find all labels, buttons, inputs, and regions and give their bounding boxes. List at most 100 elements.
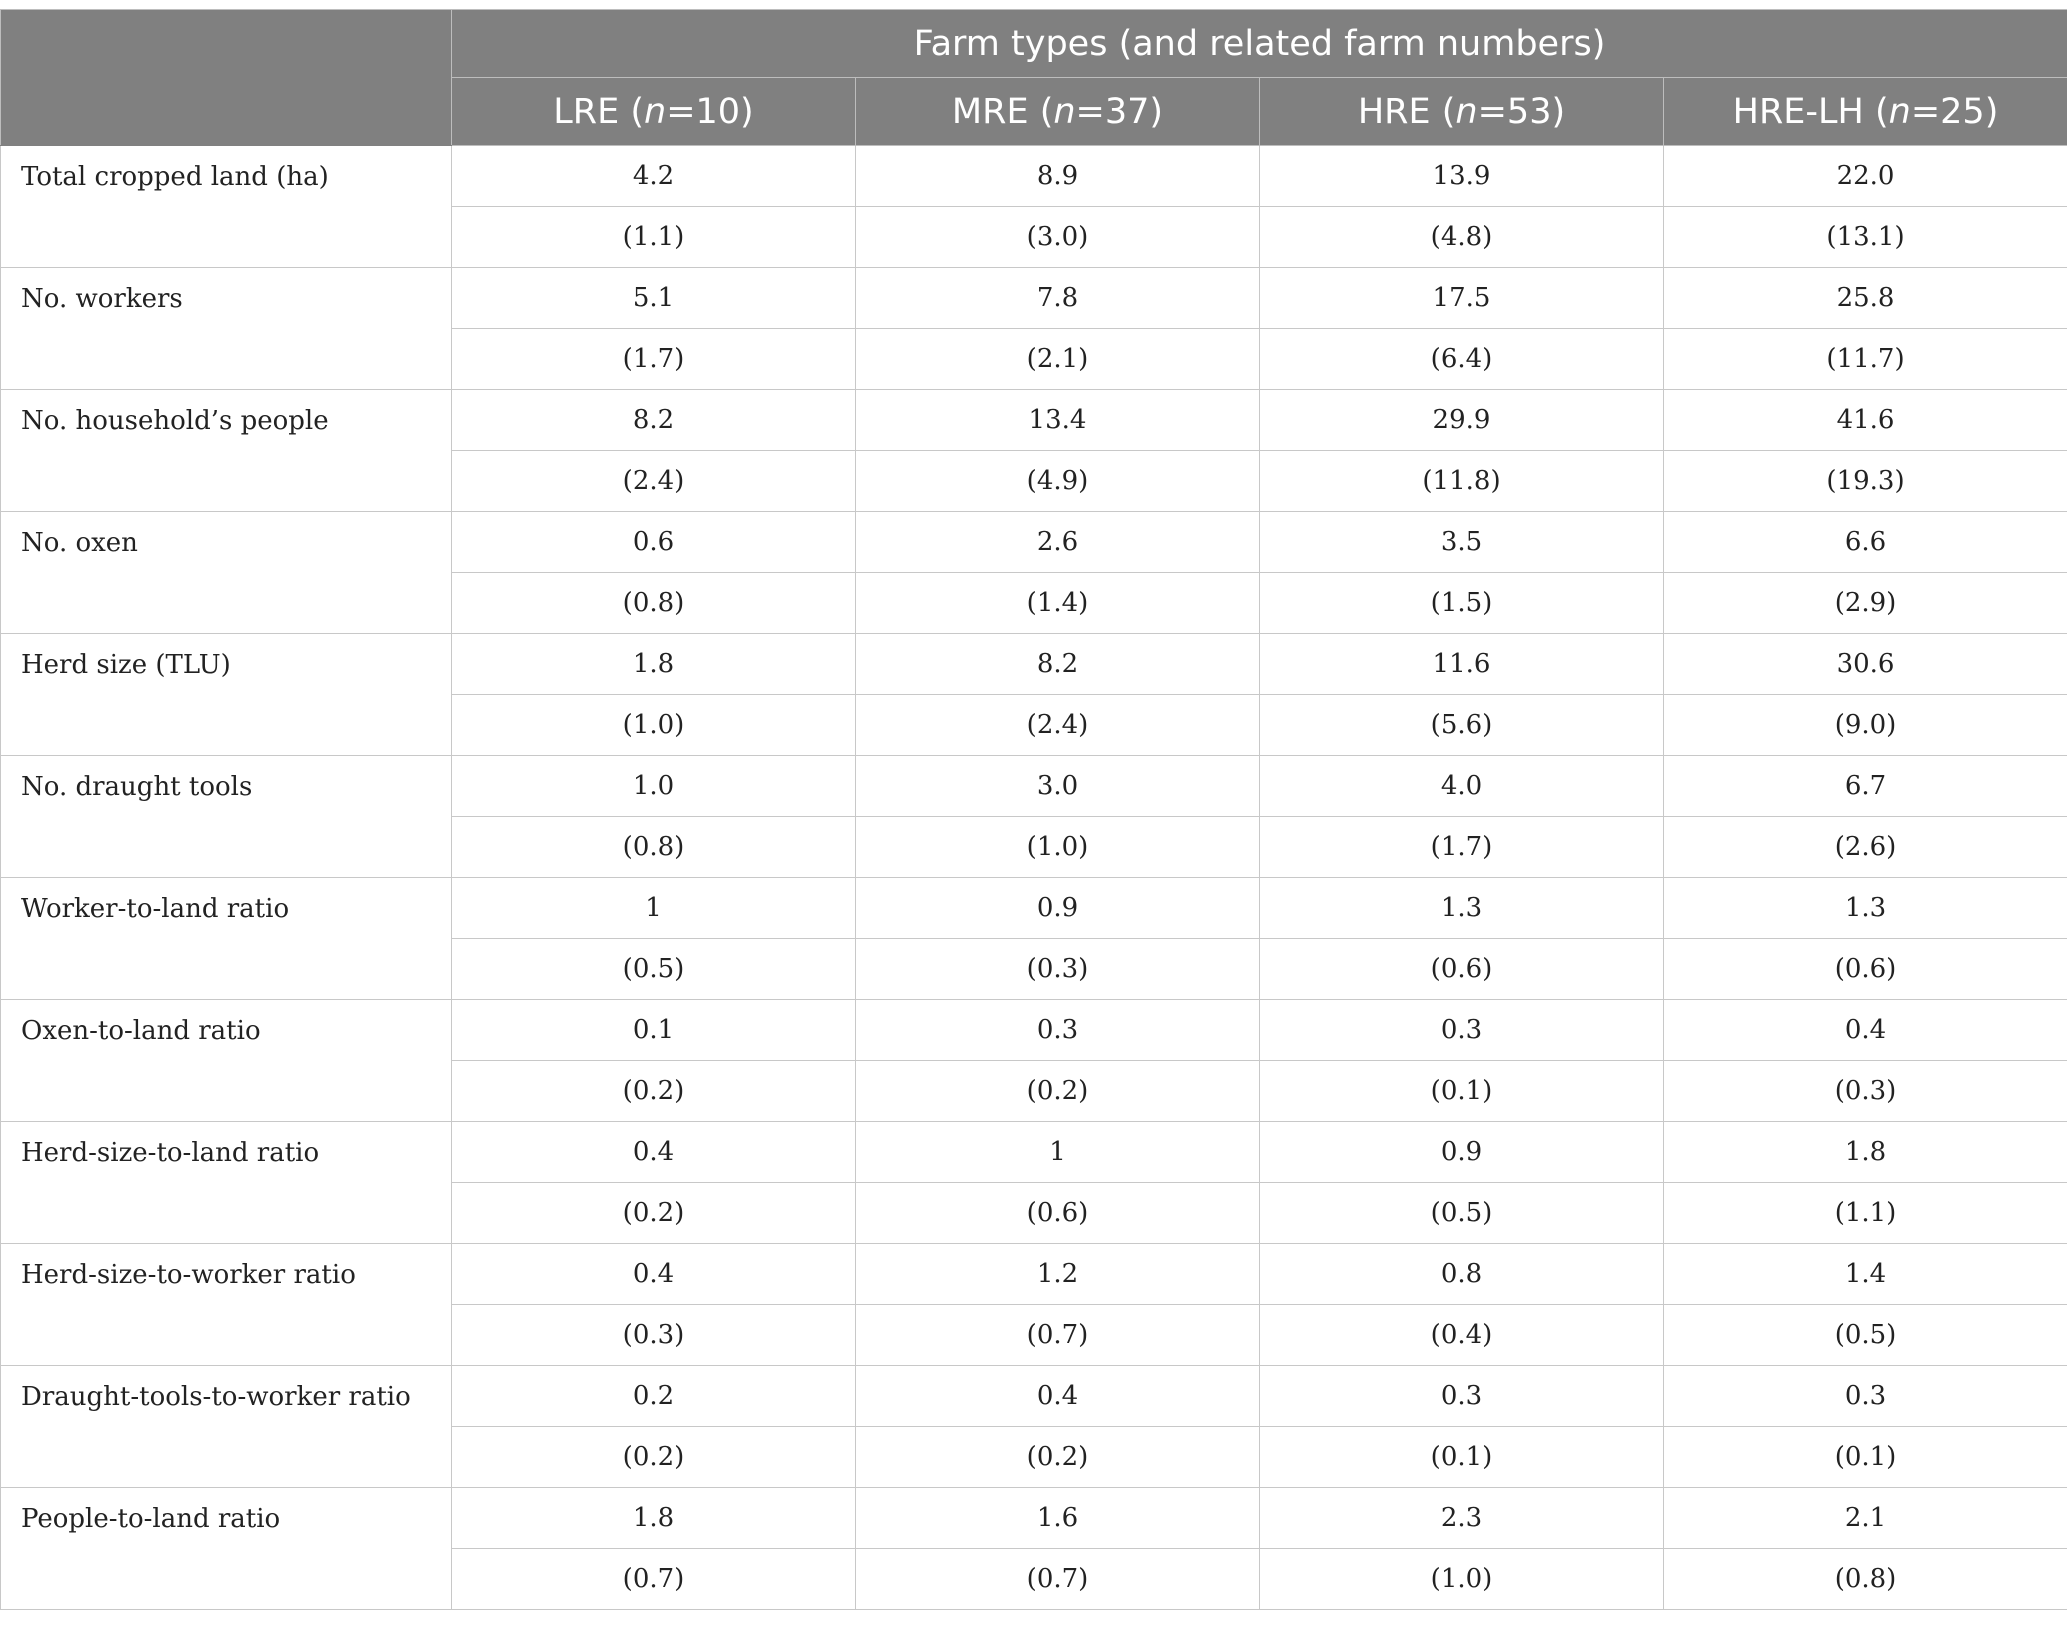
column-n-var: n — [1455, 91, 1478, 132]
mean-cell: 8.2 — [855, 633, 1260, 695]
row-label-draught-tools-to-worker-ratio: Draught-tools-to-worker ratio — [0, 1365, 452, 1488]
farm-types-table-container: Farm types (and related farm numbers) LR… — [0, 9, 2067, 1610]
sd-cell: (0.7) — [855, 1304, 1260, 1366]
sd-cell: (4.8) — [1259, 206, 1664, 268]
mean-cell: 3.5 — [1259, 511, 1664, 573]
mean-cell: 4.2 — [451, 145, 856, 207]
mean-cell: 29.9 — [1259, 389, 1664, 451]
mean-cell: 1.3 — [1662, 877, 2067, 939]
sd-cell: (0.7) — [855, 1548, 1260, 1610]
sd-cell: (0.2) — [451, 1182, 856, 1244]
table-row-mean: No. household’s people 8.2 13.4 29.9 41.6 — [0, 389, 2067, 512]
mean-cell: 0.9 — [1259, 1121, 1664, 1183]
header-corner-cell — [0, 9, 452, 146]
mean-cell: 7.8 — [855, 267, 1260, 329]
table-row-sd: (1.0) (2.4) (5.6) (9.0) — [1, 694, 2067, 756]
sd-cell: (11.7) — [1662, 328, 2067, 390]
table-row-sd: (1.1) (3.0) (4.8) (13.1) — [1, 206, 2067, 268]
sd-cell: (0.4) — [1259, 1304, 1664, 1366]
sd-cell: (3.0) — [855, 206, 1260, 268]
column-header-mre: MRE (n=37) — [855, 77, 1260, 146]
sd-cell: (2.9) — [1662, 572, 2067, 634]
sd-cell: (1.5) — [1259, 572, 1664, 634]
row-label-no-workers: No. workers — [0, 267, 452, 390]
mean-cell: 1.4 — [1662, 1243, 2067, 1305]
column-n-value: =37) — [1075, 91, 1164, 132]
mean-cell: 0.3 — [1662, 1365, 2067, 1427]
sd-cell: (1.1) — [451, 206, 856, 268]
column-n-prefix: ( — [1863, 91, 1889, 132]
sd-cell: (0.2) — [855, 1426, 1260, 1488]
sd-cell: (0.1) — [1662, 1426, 2067, 1488]
sd-cell: (0.3) — [855, 938, 1260, 1000]
table-row-sd: (0.7) (0.7) (1.0) (0.8) — [1, 1548, 2067, 1610]
table-row-sd: (0.8) (1.0) (1.7) (2.6) — [1, 816, 2067, 878]
table-row-mean: Oxen-to-land ratio 0.1 0.3 0.3 0.4 — [0, 999, 2067, 1122]
row-label-no-draught-tools: No. draught tools — [0, 755, 452, 878]
column-header-hre: HRE (n=53) — [1259, 77, 1664, 146]
sd-cell: (0.1) — [1259, 1426, 1664, 1488]
sd-cell: (2.1) — [855, 328, 1260, 390]
mean-cell: 1.8 — [451, 633, 856, 695]
mean-cell: 13.9 — [1259, 145, 1664, 207]
sd-cell: (0.2) — [451, 1426, 856, 1488]
column-name: MRE — [951, 91, 1029, 132]
row-label-total-cropped-land-ha: Total cropped land (ha) — [0, 145, 452, 268]
row-label-herd-size-to-worker-ratio: Herd-size-to-worker ratio — [0, 1243, 452, 1366]
farm-types-table: Farm types (and related farm numbers) LR… — [0, 9, 2067, 1610]
mean-cell: 6.7 — [1662, 755, 2067, 817]
row-label-oxen-to-land-ratio: Oxen-to-land ratio — [0, 999, 452, 1122]
row-label-herd-size-tlu: Herd size (TLU) — [0, 633, 452, 756]
mean-cell: 0.3 — [1259, 1365, 1664, 1427]
mean-cell: 0.3 — [855, 999, 1260, 1061]
sd-cell: (1.7) — [1259, 816, 1664, 878]
table-header: Farm types (and related farm numbers) LR… — [0, 9, 2067, 146]
sd-cell: (0.8) — [451, 816, 856, 878]
mean-cell: 8.2 — [451, 389, 856, 451]
column-n-value: =53) — [1477, 91, 1566, 132]
column-n-var: n — [1888, 91, 1911, 132]
column-n-prefix: ( — [619, 91, 644, 132]
column-n-var: n — [644, 91, 667, 132]
mean-cell: 17.5 — [1259, 267, 1664, 329]
mean-cell: 1.8 — [451, 1487, 856, 1549]
mean-cell: 4.0 — [1259, 755, 1664, 817]
mean-cell: 0.9 — [855, 877, 1260, 939]
mean-cell: 5.1 — [451, 267, 856, 329]
mean-cell: 13.4 — [855, 389, 1260, 451]
sd-cell: (2.4) — [855, 694, 1260, 756]
mean-cell: 1.8 — [1662, 1121, 2067, 1183]
mean-cell: 0.2 — [451, 1365, 856, 1427]
table-row-sd: (1.7) (2.1) (6.4) (11.7) — [1, 328, 2067, 390]
sd-cell: (4.9) — [855, 450, 1260, 512]
sd-cell: (2.6) — [1662, 816, 2067, 878]
sd-cell: (0.6) — [855, 1182, 1260, 1244]
sd-cell: (0.5) — [451, 938, 856, 1000]
mean-cell: 41.6 — [1662, 389, 2067, 451]
sd-cell: (0.1) — [1259, 1060, 1664, 1122]
mean-cell: 0.1 — [451, 999, 856, 1061]
column-name: LRE — [553, 91, 620, 132]
mean-cell: 1.0 — [451, 755, 856, 817]
table-row-mean: Herd size (TLU) 1.8 8.2 11.6 30.6 — [0, 633, 2067, 756]
row-label-people-to-land-ratio: People-to-land ratio — [0, 1487, 452, 1610]
table-row-mean: Total cropped land (ha) 4.2 8.9 13.9 22.0 — [0, 145, 2067, 268]
mean-cell: 11.6 — [1259, 633, 1664, 695]
sd-cell: (2.4) — [451, 450, 856, 512]
mean-cell: 1.2 — [855, 1243, 1260, 1305]
sd-cell: (0.8) — [451, 572, 856, 634]
mean-cell: 6.6 — [1662, 511, 2067, 573]
sd-cell: (1.1) — [1662, 1182, 2067, 1244]
mean-cell: 2.6 — [855, 511, 1260, 573]
mean-cell: 30.6 — [1662, 633, 2067, 695]
table-row-sd: (0.2) (0.2) (0.1) (0.1) — [1, 1426, 2067, 1488]
sd-cell: (13.1) — [1662, 206, 2067, 268]
row-label-no-oxen: No. oxen — [0, 511, 452, 634]
sd-cell: (0.2) — [855, 1060, 1260, 1122]
sd-cell: (5.6) — [1259, 694, 1664, 756]
column-n-var: n — [1053, 91, 1076, 132]
mean-cell: 0.4 — [1662, 999, 2067, 1061]
sd-cell: (1.0) — [451, 694, 856, 756]
sd-cell: (6.4) — [1259, 328, 1664, 390]
sd-cell: (19.3) — [1662, 450, 2067, 512]
